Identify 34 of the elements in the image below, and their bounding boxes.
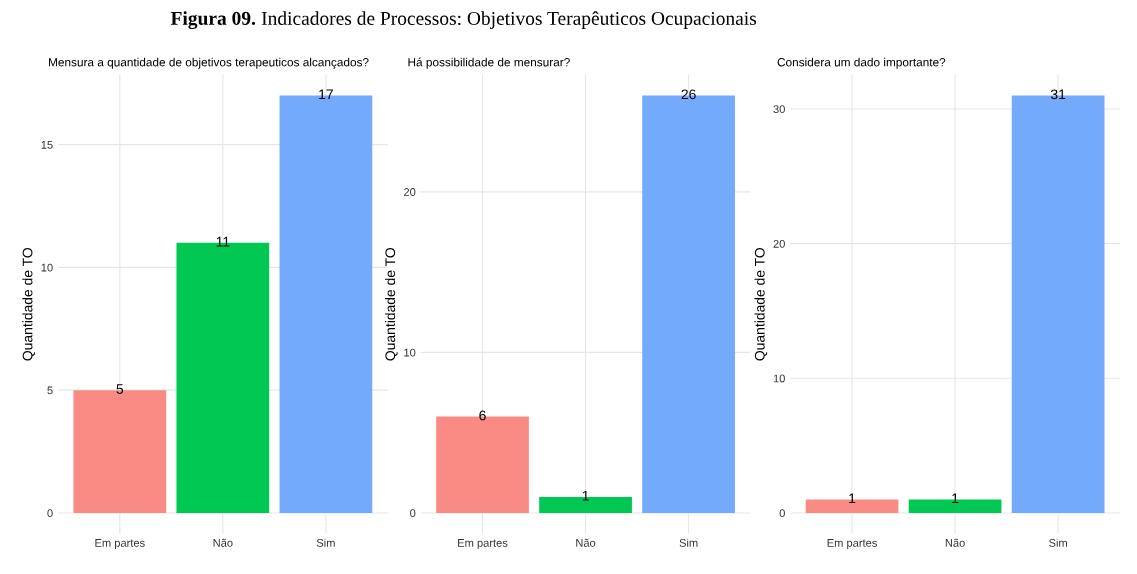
x-tick-label: Em partes	[827, 539, 877, 550]
data-label: 5	[116, 384, 124, 394]
y-tick-label: 30	[773, 105, 785, 114]
y-tick-label: 0	[779, 509, 785, 518]
data-label: 1	[849, 493, 856, 504]
y-axis-title: Quantidade de TO	[754, 247, 768, 361]
y-tick-label: 10	[404, 348, 416, 357]
text: Indicadores de Processos: Objetivos Terapêuticos Ocupacionais	[261, 11, 757, 29]
x-tick-label: Não	[576, 538, 596, 547]
chart-title: Considera um dado importante?	[777, 57, 946, 69]
y-axis-title: Quantidade de TO	[384, 247, 398, 361]
y-tick-label: 20	[773, 239, 785, 248]
x-tick-label: Em partes	[95, 539, 145, 550]
y-axis-title: Quantidade de TO	[22, 247, 35, 361]
x-tick-label: Sim	[679, 538, 698, 547]
y-tick-label: 5	[47, 386, 53, 395]
chart-title: Há possibilidade de mensurar?	[408, 57, 570, 69]
chart-title: Mensura a quantidade de objetivos terapeuticos alcançados?	[49, 57, 369, 69]
y-tick-label: 15	[41, 140, 53, 149]
text: Figura 09.	[170, 11, 256, 29]
y-tick-label: 0	[410, 509, 416, 518]
x-tick-label: Em partes	[458, 539, 508, 550]
data-label: 31	[1050, 89, 1066, 100]
y-tick-label: 10	[41, 263, 53, 272]
y-tick-label: 20	[404, 188, 416, 196]
y-tick-label: 10	[773, 374, 785, 383]
x-tick-label: Sim	[1049, 538, 1067, 547]
y-tick-label: 0	[47, 509, 53, 518]
data-label: 26	[681, 89, 696, 100]
x-tick-label: Sim	[316, 538, 335, 547]
data-label: 17	[319, 89, 333, 100]
x-tick-label: Não	[945, 538, 965, 547]
data-label: 6	[479, 410, 486, 421]
x-tick-label: Não	[213, 538, 233, 547]
